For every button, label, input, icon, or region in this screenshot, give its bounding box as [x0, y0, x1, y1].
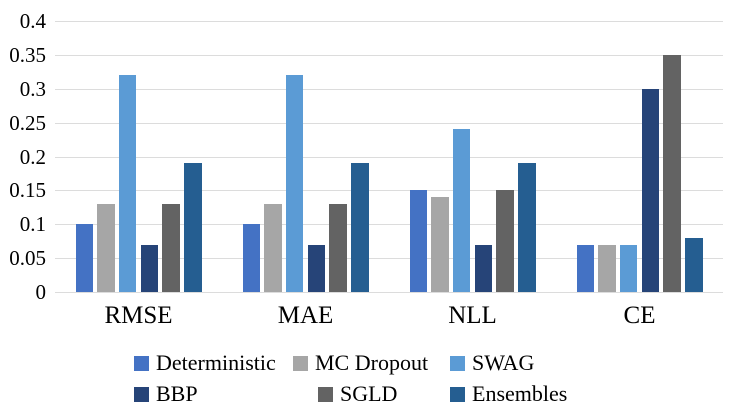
- bar-MAE-Deterministic: [242, 224, 260, 292]
- legend-item-SWAG: SWAG: [450, 350, 534, 376]
- bar-RMSE-BBP: [140, 244, 159, 292]
- y-tick-label: 0.1: [19, 212, 46, 237]
- legend-label: Ensembles: [472, 381, 568, 406]
- bar-CE-Deterministic: [576, 244, 594, 292]
- bar-NLL-SWAG: [452, 129, 471, 292]
- x-category-label: RMSE: [104, 302, 173, 329]
- bar-NLL-Ensembles: [518, 163, 536, 292]
- legend-label: Deterministic: [156, 350, 276, 375]
- bar-RMSE-SGLD: [162, 203, 180, 292]
- bar-CE-MC-Dropout: [598, 244, 616, 292]
- y-tick-label: 0.2: [19, 144, 46, 169]
- gridline: [55, 54, 723, 56]
- legend-item-MC-Dropout: MC Dropout: [293, 350, 428, 376]
- bar-NLL-BBP: [474, 244, 493, 292]
- legend-item-Ensembles: Ensembles: [450, 381, 567, 407]
- bar-RMSE-SWAG: [118, 75, 137, 292]
- legend-swatch: [318, 386, 333, 402]
- bar-MAE-SGLD: [329, 203, 347, 292]
- gridline: [55, 88, 723, 90]
- legend-label: SGLD: [340, 381, 398, 406]
- legend-item-Deterministic: Deterministic: [134, 350, 276, 376]
- legend-swatch: [293, 355, 308, 371]
- bar-RMSE-MC-Dropout: [97, 203, 115, 292]
- y-tick-label: 0.3: [19, 76, 46, 101]
- y-tick-label: 0: [35, 280, 47, 304]
- y-tick-label: 0.25: [9, 110, 46, 135]
- gridline: [55, 258, 723, 260]
- bar-CE-BBP: [641, 88, 660, 292]
- y-tick-label: 0.4: [19, 9, 46, 33]
- y-tick-label: 0.35: [9, 42, 46, 67]
- legend-label: MC Dropout: [315, 350, 429, 375]
- bar-MAE-SWAG: [285, 75, 304, 292]
- bar-NLL-MC-Dropout: [431, 197, 449, 292]
- gridline: [55, 122, 723, 124]
- bar-CE-SWAG: [619, 244, 638, 292]
- bar-MAE-BBP: [307, 244, 326, 292]
- legend-swatch: [134, 386, 149, 402]
- bar-NLL-Deterministic: [409, 190, 427, 292]
- legend-swatch: [134, 355, 149, 371]
- bar-CE-Ensembles: [685, 237, 703, 292]
- gridline: [55, 190, 723, 192]
- gridline: [55, 156, 723, 158]
- bar-CE-SGLD: [663, 54, 681, 292]
- gridline: [55, 292, 723, 293]
- legend-label: BBP: [156, 381, 198, 406]
- legend-swatch: [450, 386, 465, 402]
- legend-item-SGLD: SGLD: [318, 381, 397, 407]
- bar-MAE-Ensembles: [351, 163, 369, 292]
- x-category-label: CE: [623, 302, 656, 329]
- legend-swatch: [450, 355, 465, 371]
- x-category-label: NLL: [448, 302, 497, 329]
- x-category-label: MAE: [277, 302, 334, 329]
- bar-MAE-MC-Dropout: [264, 203, 282, 292]
- gridline: [55, 224, 723, 226]
- bar-NLL-SGLD: [496, 190, 514, 292]
- y-tick-label: 0.15: [9, 178, 46, 203]
- legend-label: SWAG: [472, 350, 535, 375]
- legend-item-BBP: BBP: [134, 381, 198, 407]
- gridline: [55, 21, 723, 22]
- y-tick-label: 0.05: [9, 246, 46, 271]
- bar-RMSE-Deterministic: [75, 224, 93, 292]
- bar-RMSE-Ensembles: [184, 163, 202, 292]
